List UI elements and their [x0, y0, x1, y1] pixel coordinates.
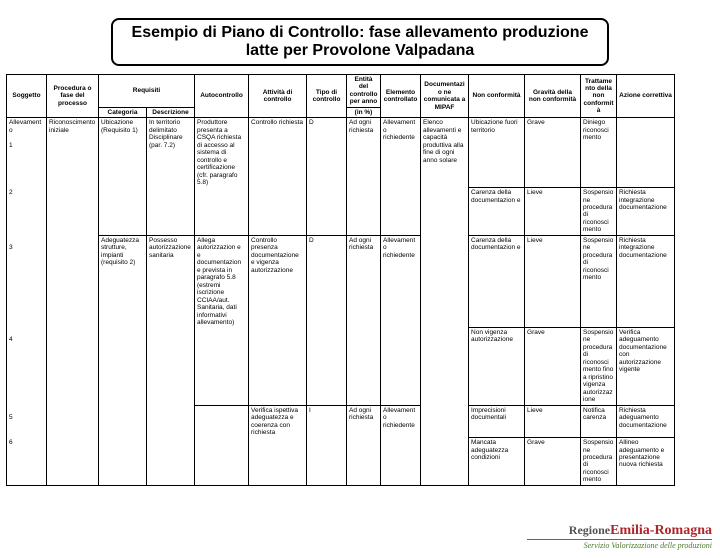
cell: Lieve: [525, 405, 581, 437]
h-entita-sub: (in %): [347, 107, 381, 117]
cell: Carenza della documentazion e: [469, 188, 525, 236]
h-categoria: Categoria: [99, 107, 147, 117]
cell: Ubicazione (Requisito 1): [99, 118, 147, 188]
cell: Riconoscimento iniziale: [47, 118, 99, 188]
h-documentazione: Documentazio ne comunicata a MIPAF: [421, 75, 469, 118]
cell: Richiesta adeguamento documentazione: [617, 405, 675, 437]
cell: [617, 118, 675, 188]
table-row: Allevamento1 Riconoscimento iniziale Ubi…: [7, 118, 720, 188]
cell: Grave: [525, 118, 581, 188]
cell: Notifica carenza: [581, 405, 617, 437]
cell: 3: [7, 235, 47, 327]
table-row: 2 Carenza della documentazion e Lieve So…: [7, 188, 720, 236]
cell: Verifica ispettiva adeguatezza e coerenz…: [249, 405, 307, 437]
cell: 6: [7, 438, 47, 486]
cell: Verifica adeguamento documentazione con …: [617, 328, 675, 406]
cell: Allineo adeguamento e presentazione nuov…: [617, 438, 675, 486]
cell: In territorio delimitato Disciplinare (p…: [147, 118, 195, 188]
page-title: Esempio di Piano di Controllo: fase alle…: [111, 18, 609, 66]
cell: Sospensione procedura di riconoscimento: [581, 188, 617, 236]
cell: Allevamento richiedente: [381, 405, 421, 437]
cell: Allevamento richiedente: [381, 118, 421, 188]
table-row: 4 Non vigenza autorizzazione Grave Sospe…: [7, 328, 720, 406]
cell: [195, 405, 249, 437]
footer-sub: Servizio Valorizzazione delle produzioni: [527, 541, 712, 550]
table-row: 5 Verifica ispettiva adeguatezza e coere…: [7, 405, 720, 437]
h-azione: Azione correttiva: [617, 75, 675, 118]
h-gravita: Gravità della non conformità: [525, 75, 581, 118]
h-tipo: Tipo di controllo: [307, 75, 347, 118]
h-trattamento: Trattamento della non conformità: [581, 75, 617, 118]
cell: Ad ogni richiesta: [347, 235, 381, 327]
h-soggetto: Soggetto: [7, 75, 47, 118]
cell: Ubicazione fuori territorio: [469, 118, 525, 188]
cell: Imprecisioni documentali: [469, 405, 525, 437]
cell: 5: [7, 405, 47, 437]
cell: Ad ogni richiesta: [347, 118, 381, 188]
h-autocontrollo: Autocontrollo: [195, 75, 249, 118]
cell: Controllo presenza documentazione e vige…: [249, 235, 307, 327]
cell: Lieve: [525, 188, 581, 236]
cell: Lieve: [525, 235, 581, 327]
cell: 2: [7, 188, 47, 236]
control-plan-table: Soggetto Procedura o fase del processo R…: [6, 74, 720, 486]
cell: Allega autorizzazion e e documentazion e…: [195, 235, 249, 327]
cell: Controllo richiesta: [249, 118, 307, 188]
cell: Richiesta integrazione documentazione: [617, 188, 675, 236]
cell: Mancata adeguatezza condizioni: [469, 438, 525, 486]
cell: I: [307, 405, 347, 437]
cell: Allevamento richiedente: [381, 235, 421, 327]
h-descrizione: Descrizione: [147, 107, 195, 117]
cell: Adeguatezza strutture, impianti (requisi…: [99, 235, 147, 327]
cell: Elenco allevamenti e capacità produttiva…: [421, 118, 469, 188]
cell: Ad ogni richiesta: [347, 405, 381, 437]
cell: Sospensione procedura di riconoscimento: [581, 235, 617, 327]
h-entita: Entità del controllo per anno: [347, 75, 381, 108]
cell: Possesso autorizzazione sanitaria: [147, 235, 195, 327]
cell: Produttore presenta a CSQA richiesta di …: [195, 118, 249, 188]
cell: Diniego riconoscimento: [581, 118, 617, 188]
cell: Non vigenza autorizzazione: [469, 328, 525, 406]
h-procedura: Procedura o fase del processo: [47, 75, 99, 118]
h-attivita: Attività di controllo: [249, 75, 307, 118]
h-nonconf: Non conformità: [469, 75, 525, 118]
header-row-1: Soggetto Procedura o fase del processo R…: [7, 75, 720, 108]
h-elemento: Elemento controllato: [381, 75, 421, 118]
cell: Carenza della documentazion e: [469, 235, 525, 327]
table-row: 3 Adeguatezza strutture, impianti (requi…: [7, 235, 720, 327]
footer-brand: RegioneEmilia-Romagna Servizio Valorizza…: [527, 524, 712, 550]
cell: Sospensione procedura di riconoscimento: [581, 438, 617, 486]
cell: D: [307, 118, 347, 188]
cell: 4: [7, 328, 47, 406]
cell: Richiesta integrazione documentazione: [617, 235, 675, 327]
cell: D: [307, 235, 347, 327]
table-row: 6 Mancata adeguatezza condizioni Grave S…: [7, 438, 720, 486]
cell-soggetto: Allevamento1: [7, 118, 47, 188]
cell: Grave: [525, 438, 581, 486]
cell: Grave: [525, 328, 581, 406]
cell: Sospensione procedura di riconoscimento …: [581, 328, 617, 406]
h-requisiti: Requisiti: [99, 75, 195, 108]
